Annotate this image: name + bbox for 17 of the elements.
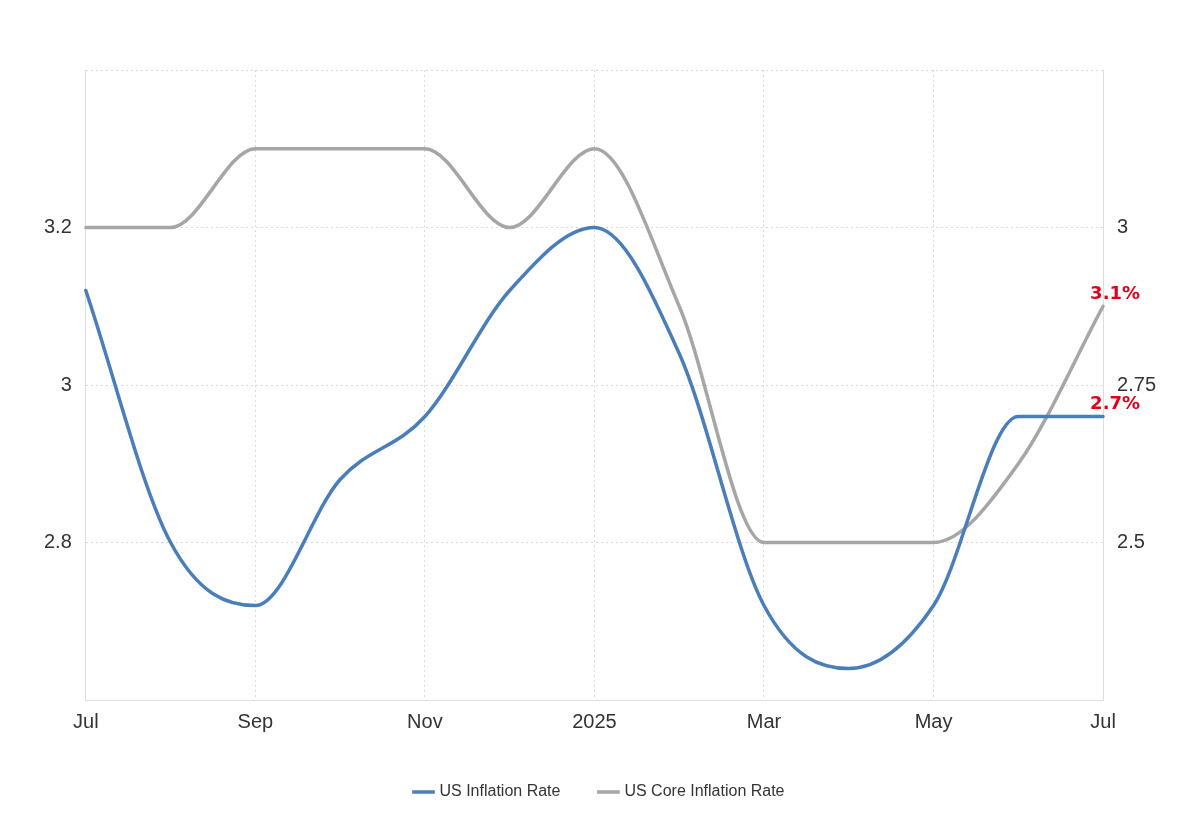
y-tick-label: 3.2 bbox=[43, 215, 72, 238]
y-tick-label: 3 bbox=[60, 372, 72, 395]
x-tick-label: 2025 bbox=[572, 709, 617, 732]
x-tick-label: May bbox=[914, 709, 953, 732]
legend-label: US Inflation Rate bbox=[439, 782, 561, 800]
y2-tick-label: 2.75 bbox=[1117, 372, 1157, 395]
x-tick-label: Mar bbox=[746, 709, 782, 732]
legend-label: US Core Inflation Rate bbox=[624, 782, 785, 800]
x-tick-label: Jul bbox=[1090, 709, 1116, 732]
y-tick-label: 2.8 bbox=[43, 530, 72, 553]
data-label: 3.1% bbox=[1090, 281, 1141, 303]
x-tick-label: Sep bbox=[237, 709, 274, 732]
x-tick-label: Nov bbox=[407, 709, 443, 732]
x-tick-label: Jul bbox=[73, 709, 99, 732]
y2-tick-label: 3 bbox=[1117, 215, 1129, 238]
data-label: 2.7% bbox=[1090, 392, 1141, 414]
y2-tick-label: 2.5 bbox=[1117, 530, 1145, 553]
